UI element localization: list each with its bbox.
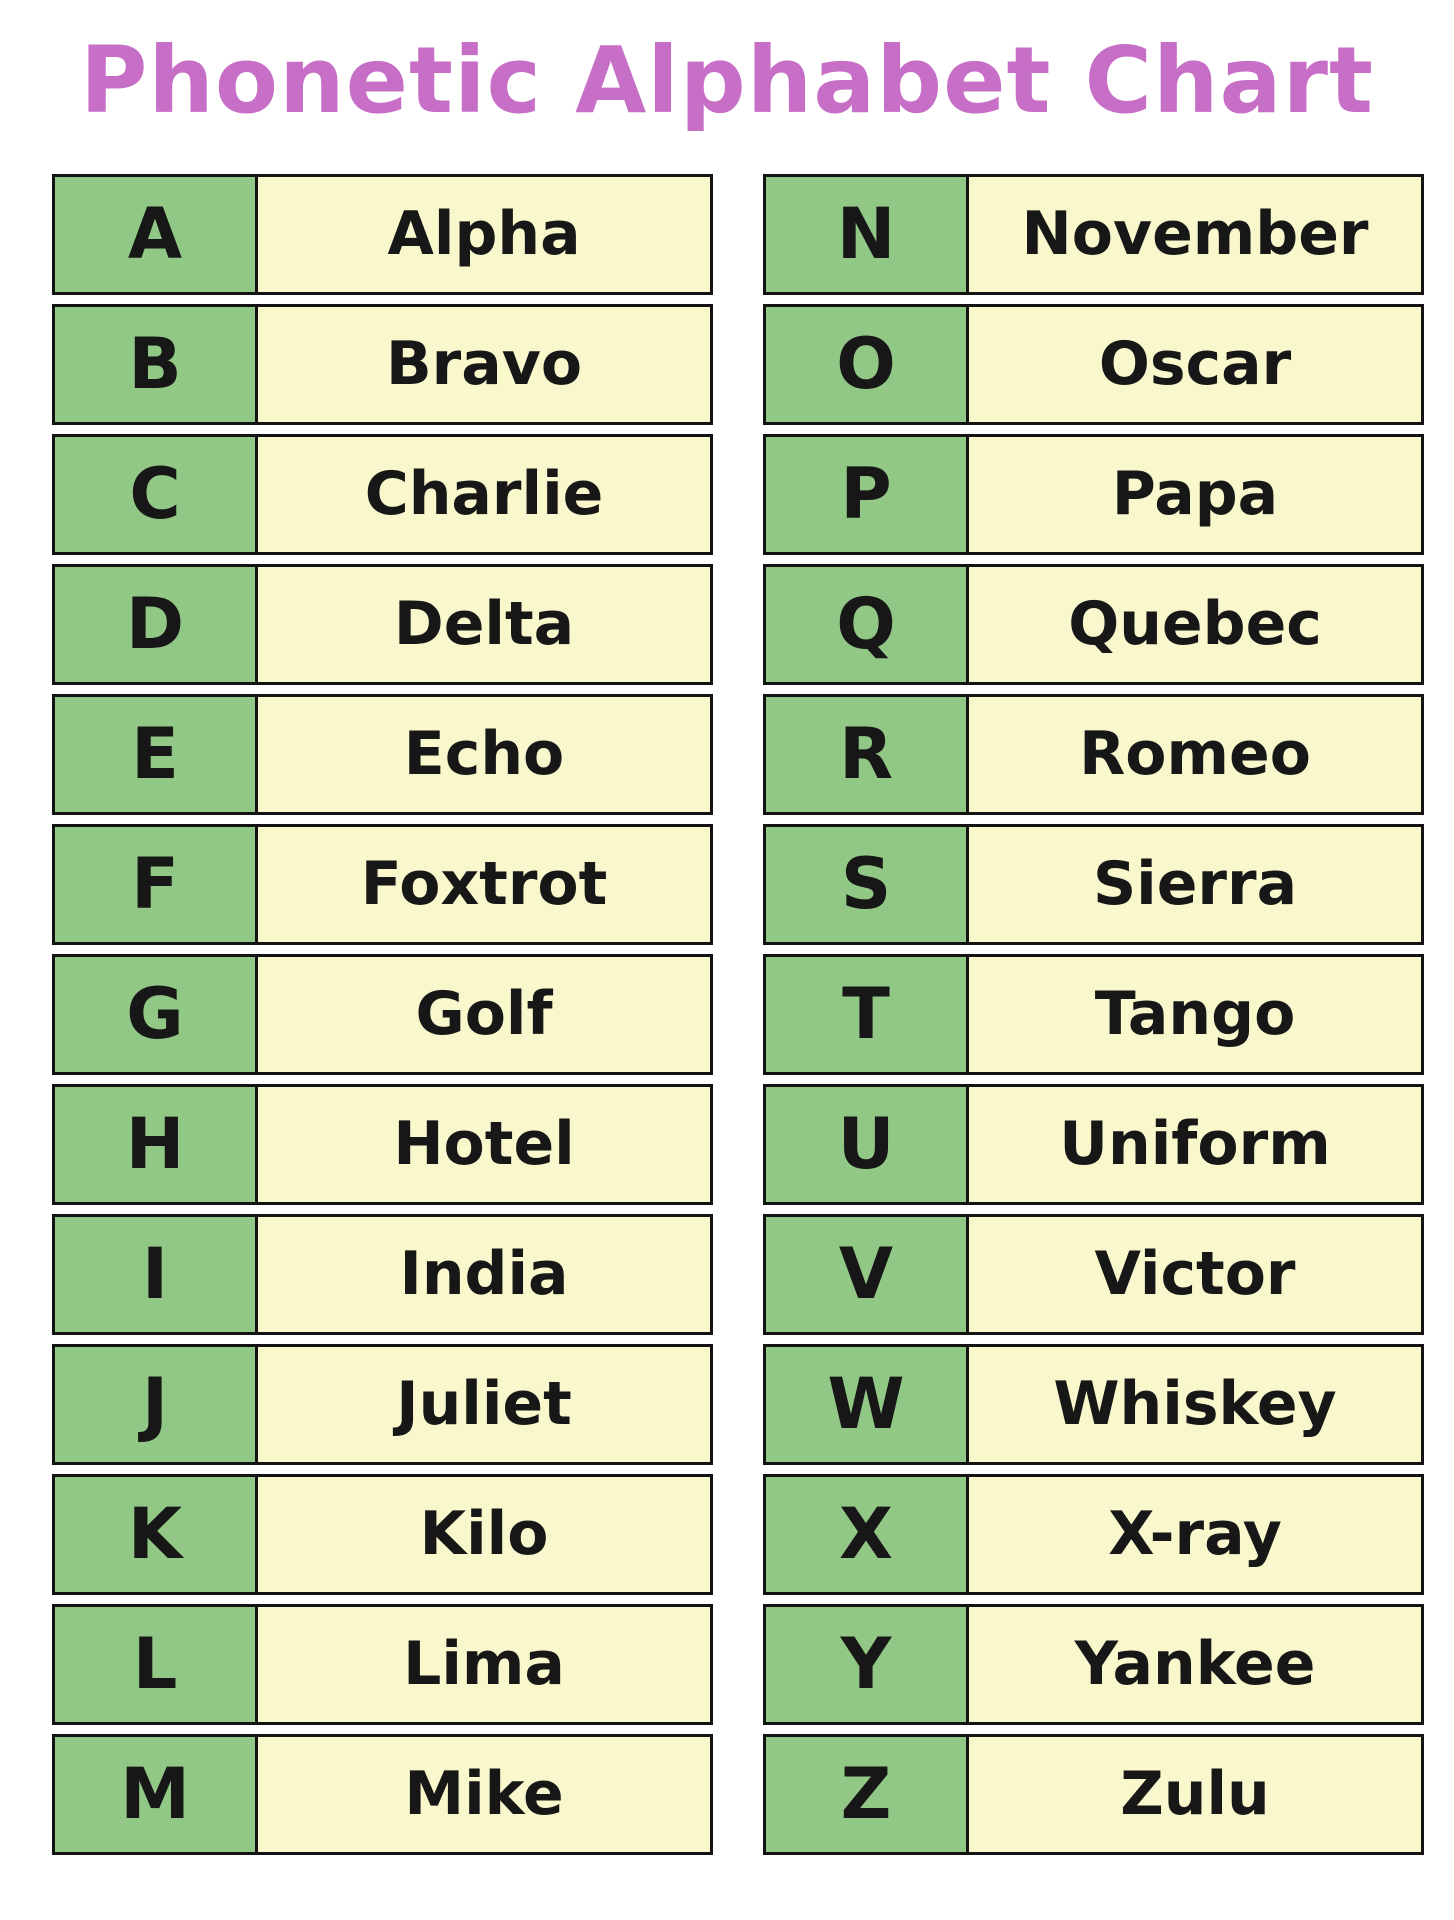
word-cell: Hotel (258, 1086, 710, 1202)
alphabet-chart: A Alpha B Bravo C Charlie D Delta E Echo… (0, 173, 1454, 1864)
word-cell: Tango (969, 956, 1421, 1072)
word-cell: Quebec (969, 566, 1421, 682)
word-cell: Yankee (969, 1606, 1421, 1722)
letter-cell: W (766, 1346, 970, 1462)
letter-cell: E (55, 696, 259, 812)
word-cell: Uniform (969, 1086, 1421, 1202)
word-cell: Alpha (258, 176, 710, 292)
letter-cell: J (55, 1346, 259, 1462)
word-cell: Lima (258, 1606, 710, 1722)
letter-cell: R (766, 696, 970, 812)
word-cell: Golf (258, 956, 710, 1072)
word-cell: Foxtrot (258, 826, 710, 942)
letter-cell: X (766, 1476, 970, 1592)
table-row: Y Yankee (763, 1603, 1424, 1725)
letter-cell: Y (766, 1606, 970, 1722)
letter-cell: O (766, 306, 970, 422)
table-row: U Uniform (763, 1083, 1424, 1205)
word-cell: Delta (258, 566, 710, 682)
letter-cell: S (766, 826, 970, 942)
letter-cell: F (55, 826, 259, 942)
table-row: B Bravo (52, 303, 713, 425)
letter-cell: T (766, 956, 970, 1072)
table-row: C Charlie (52, 433, 713, 555)
word-cell: Juliet (258, 1346, 710, 1462)
table-row: A Alpha (52, 173, 713, 295)
letter-cell: A (55, 176, 259, 292)
table-row: E Echo (52, 693, 713, 815)
word-cell: November (969, 176, 1421, 292)
table-row: T Tango (763, 953, 1424, 1075)
letter-cell: C (55, 436, 259, 552)
table-row: P Papa (763, 433, 1424, 555)
word-cell: Echo (258, 696, 710, 812)
letter-cell: P (766, 436, 970, 552)
table-row: G Golf (52, 953, 713, 1075)
table-row: D Delta (52, 563, 713, 685)
column-right: N November O Oscar P Papa Q Quebec R Rom… (763, 173, 1424, 1864)
table-row: N November (763, 173, 1424, 295)
table-row: V Victor (763, 1213, 1424, 1335)
table-row: W Whiskey (763, 1343, 1424, 1465)
table-row: S Sierra (763, 823, 1424, 945)
letter-cell: B (55, 306, 259, 422)
letter-cell: Q (766, 566, 970, 682)
word-cell: Whiskey (969, 1346, 1421, 1462)
letter-cell: G (55, 956, 259, 1072)
table-row: K Kilo (52, 1473, 713, 1595)
table-row: I India (52, 1213, 713, 1335)
table-row: F Foxtrot (52, 823, 713, 945)
table-row: M Mike (52, 1733, 713, 1855)
word-cell: Papa (969, 436, 1421, 552)
word-cell: India (258, 1216, 710, 1332)
word-cell: Zulu (969, 1736, 1421, 1852)
page-title: Phonetic Alphabet Chart (80, 27, 1374, 134)
letter-cell: N (766, 176, 970, 292)
column-left: A Alpha B Bravo C Charlie D Delta E Echo… (52, 173, 713, 1864)
letter-cell: M (55, 1736, 259, 1852)
letter-cell: I (55, 1216, 259, 1332)
word-cell: Oscar (969, 306, 1421, 422)
word-cell: Mike (258, 1736, 710, 1852)
table-row: Z Zulu (763, 1733, 1424, 1855)
word-cell: Sierra (969, 826, 1421, 942)
table-row: Q Quebec (763, 563, 1424, 685)
letter-cell: V (766, 1216, 970, 1332)
letter-cell: K (55, 1476, 259, 1592)
letter-cell: H (55, 1086, 259, 1202)
word-cell: Romeo (969, 696, 1421, 812)
word-cell: Charlie (258, 436, 710, 552)
word-cell: X-ray (969, 1476, 1421, 1592)
word-cell: Bravo (258, 306, 710, 422)
word-cell: Victor (969, 1216, 1421, 1332)
table-row: J Juliet (52, 1343, 713, 1465)
letter-cell: D (55, 566, 259, 682)
letter-cell: U (766, 1086, 970, 1202)
table-row: R Romeo (763, 693, 1424, 815)
table-row: H Hotel (52, 1083, 713, 1205)
table-row: L Lima (52, 1603, 713, 1725)
table-row: O Oscar (763, 303, 1424, 425)
word-cell: Kilo (258, 1476, 710, 1592)
table-row: X X-ray (763, 1473, 1424, 1595)
letter-cell: Z (766, 1736, 970, 1852)
letter-cell: L (55, 1606, 259, 1722)
